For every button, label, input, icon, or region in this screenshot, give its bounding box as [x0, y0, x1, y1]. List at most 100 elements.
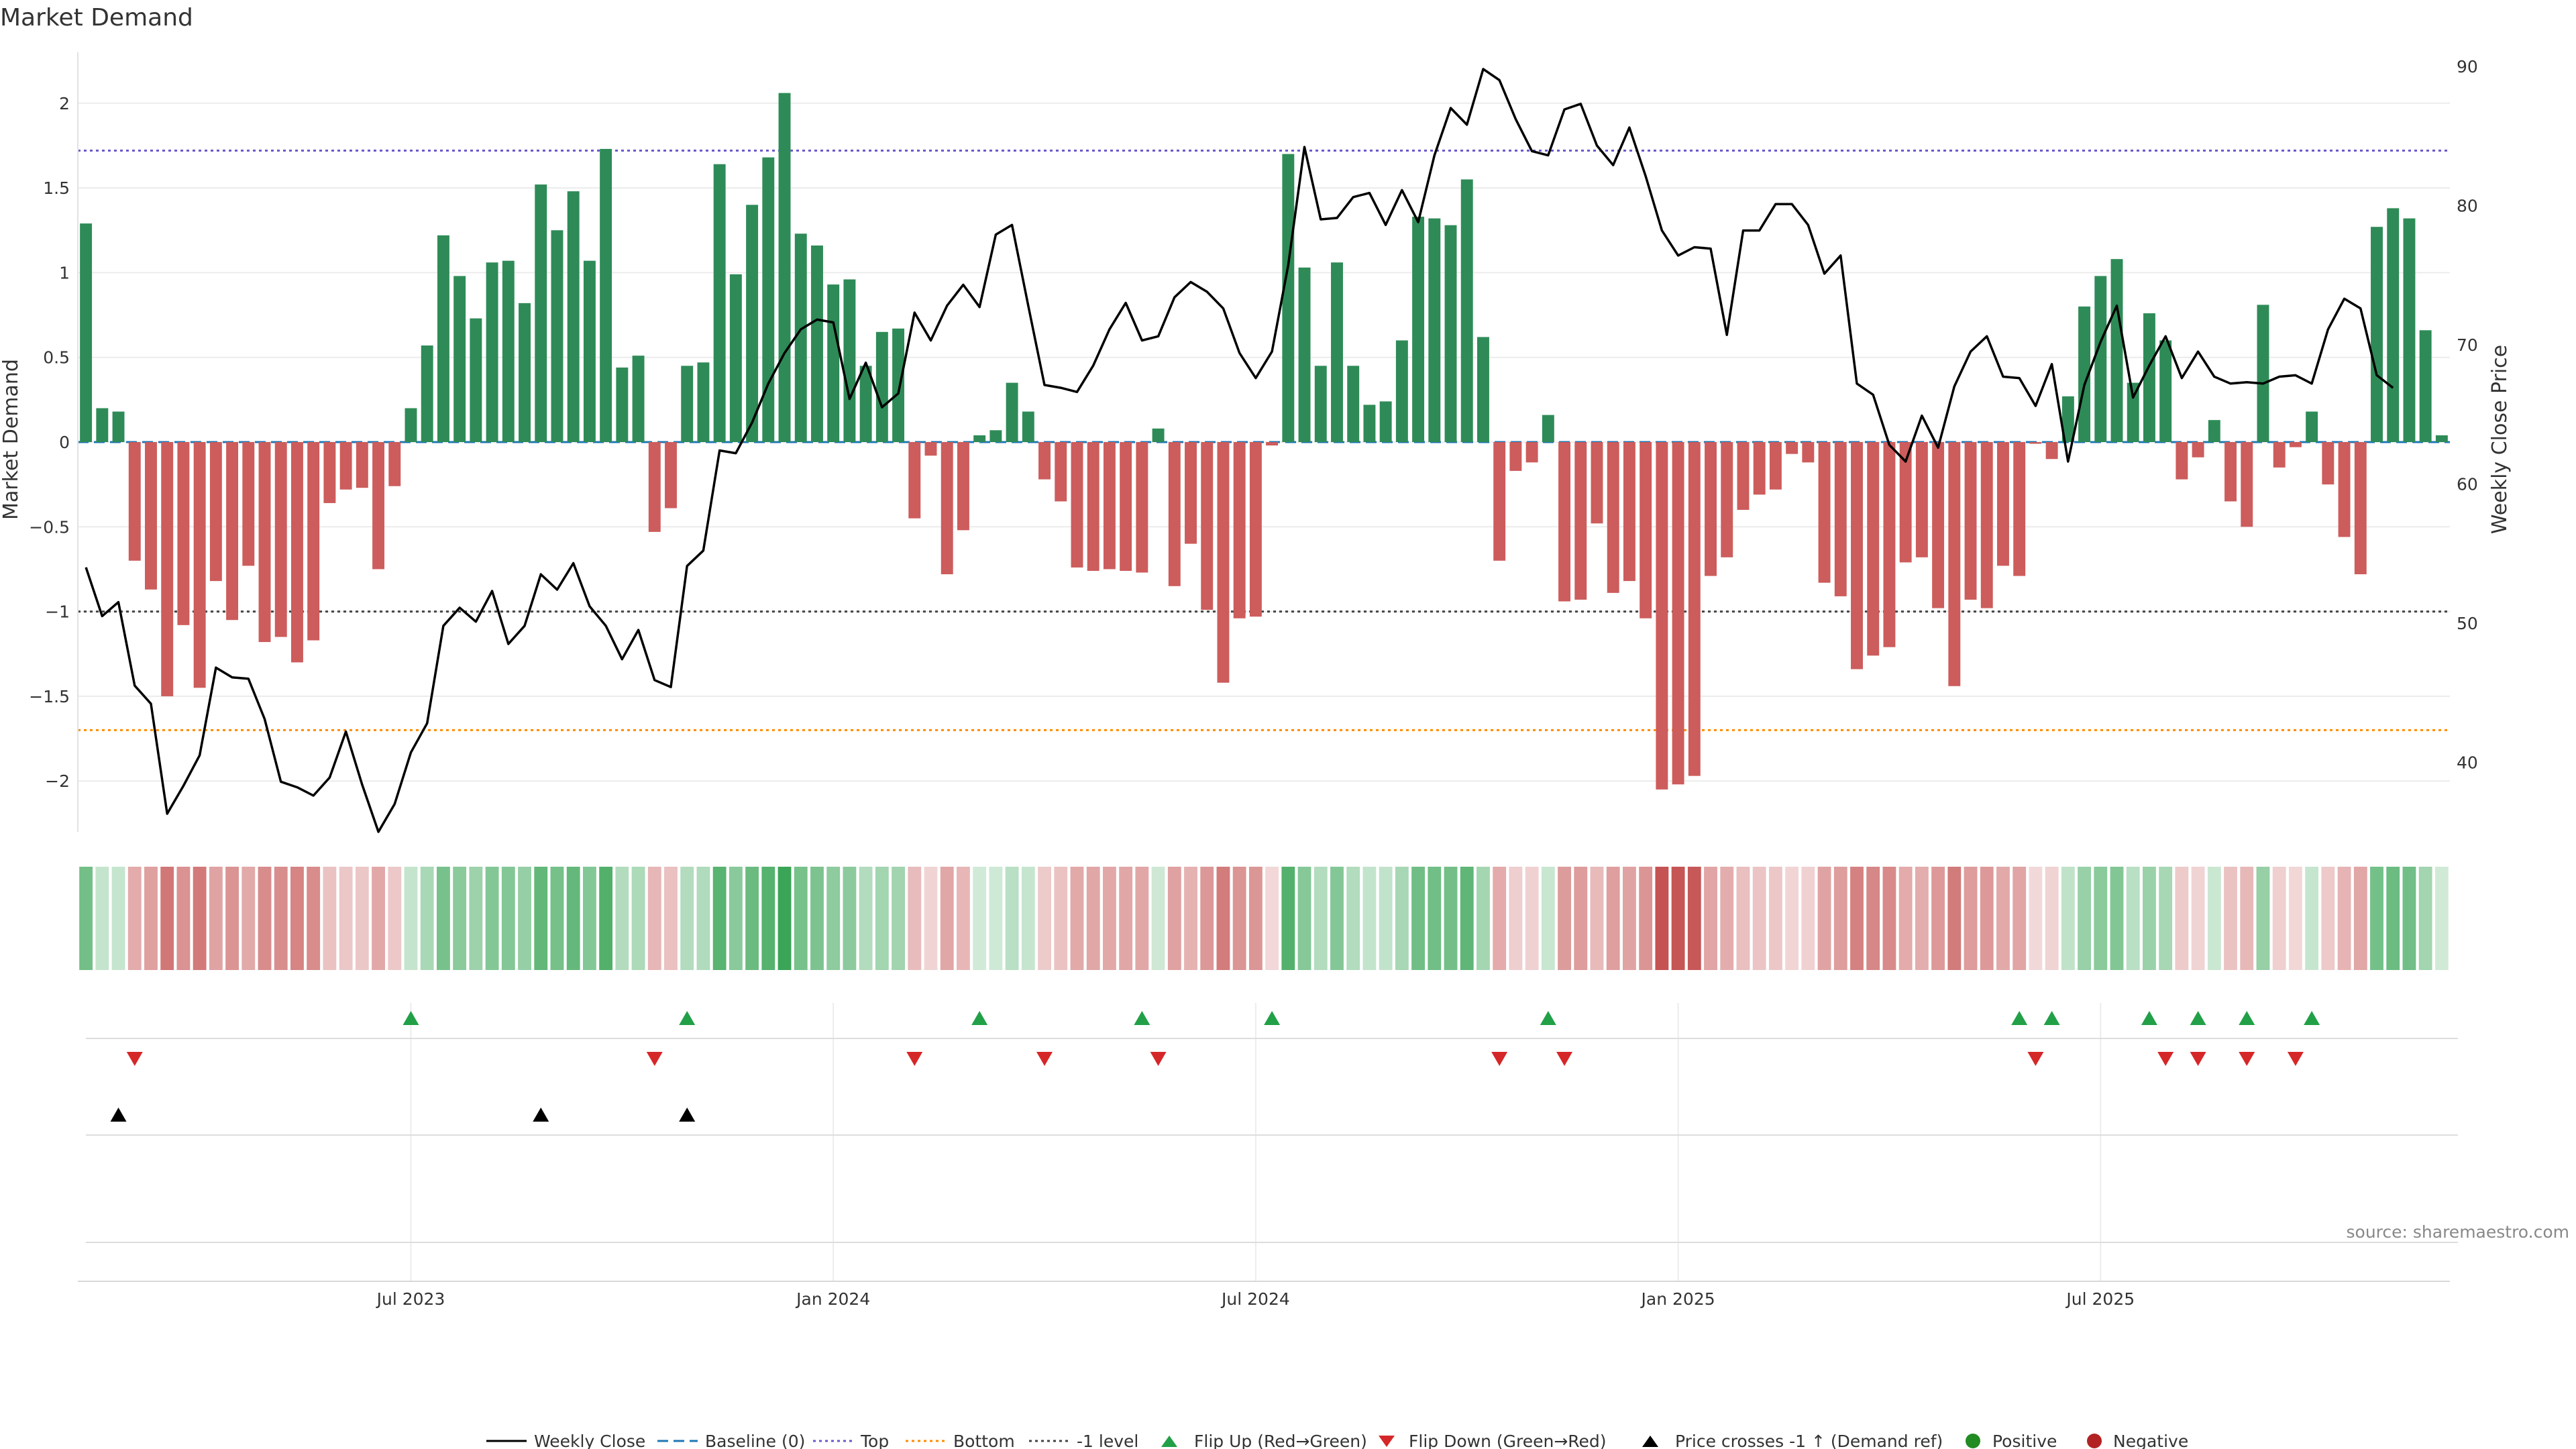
heat-cell — [176, 867, 191, 970]
demand-bar — [2224, 442, 2237, 502]
heat-cell — [664, 867, 678, 970]
heat-cell — [290, 867, 304, 970]
legend-label: Positive — [1992, 1432, 2057, 1449]
demand-bar — [1802, 442, 1815, 463]
demand-bar — [2192, 442, 2204, 458]
demand-bar — [1249, 442, 1262, 617]
heat-cell — [2288, 867, 2302, 970]
heat-cell — [1460, 867, 1474, 970]
heat-cell — [1947, 867, 1962, 970]
demand-bar — [973, 435, 986, 442]
flip-up-marker — [679, 1011, 696, 1025]
demand-bar — [1737, 442, 1750, 511]
left-tick-label: 1.5 — [43, 178, 70, 198]
legend-item-minus-one: -1 level — [1029, 1432, 1138, 1449]
reference-lines — [78, 150, 2450, 731]
x-tick-label: Jul 2025 — [2065, 1289, 2135, 1309]
demand-bar — [648, 442, 661, 532]
heat-cell — [534, 867, 548, 970]
flip-down-marker — [1556, 1052, 1573, 1066]
demand-bar — [1395, 340, 1408, 442]
left-tick-label: −2 — [45, 771, 70, 791]
gridlines — [78, 102, 2450, 1281]
legend-item-price-cross: Price crosses -1 ↑ (Demand ref) — [1642, 1432, 1943, 1449]
heat-cell — [1167, 867, 1181, 970]
heat-cell — [127, 867, 142, 970]
demand-bar — [209, 442, 222, 582]
heat-cell — [209, 867, 223, 970]
heat-cell — [79, 867, 93, 970]
heat-cell — [2224, 867, 2237, 970]
heat-cell — [1038, 867, 1051, 970]
heat-cell — [1021, 867, 1035, 970]
demand-bar — [1721, 442, 1733, 557]
heat-cell — [1151, 867, 1165, 970]
heat-cell — [1720, 867, 1734, 970]
demand-bar — [486, 262, 498, 442]
left-tick-label: 0.5 — [43, 348, 70, 368]
heat-cell — [1281, 867, 1295, 970]
demand-bar — [697, 362, 710, 442]
heat-cell — [1768, 867, 1782, 970]
heat-cell — [1785, 867, 1799, 970]
demand-bar — [112, 411, 125, 442]
demand-bar — [2094, 276, 2107, 442]
demand-bar — [1298, 267, 1311, 442]
weekly-close-line — [85, 68, 2394, 833]
heat-cell — [241, 867, 256, 970]
heat-cell — [924, 867, 938, 970]
demand-bar — [372, 442, 385, 570]
heat-cell — [2370, 867, 2383, 970]
demand-bar — [1964, 442, 1977, 600]
flip-up-marker — [2190, 1011, 2206, 1025]
heat-cell — [485, 867, 499, 970]
demand-bar — [1542, 415, 1554, 442]
heat-cell — [1882, 867, 1896, 970]
demand-bar — [1347, 366, 1360, 442]
flip-down-marker — [2027, 1052, 2044, 1066]
legend-item-bottom: Bottom — [906, 1432, 1015, 1449]
demand-bar — [746, 205, 759, 442]
flip-up-marker — [1134, 1011, 1150, 1025]
left-tick-label: −1 — [45, 602, 70, 622]
triangle-up-icon — [1161, 1436, 1177, 1447]
demand-bar — [957, 442, 969, 531]
heat-cell — [875, 867, 889, 970]
heat-cell — [2110, 867, 2124, 970]
legend-label: -1 level — [1077, 1432, 1138, 1449]
heat-cell — [1444, 867, 1458, 970]
heat-cell — [225, 867, 239, 970]
heat-cell — [1135, 867, 1149, 970]
demand-bar — [1266, 442, 1279, 446]
right-tick-label: 40 — [2457, 753, 2478, 772]
heat-cell — [2272, 867, 2286, 970]
heat-cell — [2418, 867, 2432, 970]
demand-bar — [1834, 442, 1847, 596]
heat-cell — [1428, 867, 1442, 970]
flip-down-marker — [2239, 1052, 2255, 1066]
heat-cell — [729, 867, 743, 970]
right-tick-label: 80 — [2457, 196, 2478, 215]
heat-cell — [1980, 867, 1994, 970]
heat-cell — [1736, 867, 1750, 970]
heat-cell — [908, 867, 922, 970]
heat-cell — [566, 867, 580, 970]
heat-cell — [2061, 867, 2075, 970]
demand-bar — [632, 356, 645, 442]
heat-cell — [2353, 867, 2367, 970]
demand-bar — [1071, 442, 1083, 568]
demand-bars — [80, 93, 2448, 790]
flip-down-marker — [2287, 1052, 2304, 1066]
circle-icon — [1966, 1434, 1980, 1448]
demand-bar — [2387, 208, 2400, 442]
demand-bar — [2176, 442, 2188, 480]
demand-bar — [1103, 442, 1116, 570]
demand-bar — [2061, 396, 2074, 442]
demand-bar — [453, 276, 466, 442]
legend-label: Flip Up (Red→Green) — [1194, 1432, 1367, 1449]
flip-down-marker — [906, 1052, 923, 1066]
demand-bar — [2143, 313, 2155, 442]
heat-cell — [2207, 867, 2221, 970]
heat-cell — [111, 867, 125, 970]
